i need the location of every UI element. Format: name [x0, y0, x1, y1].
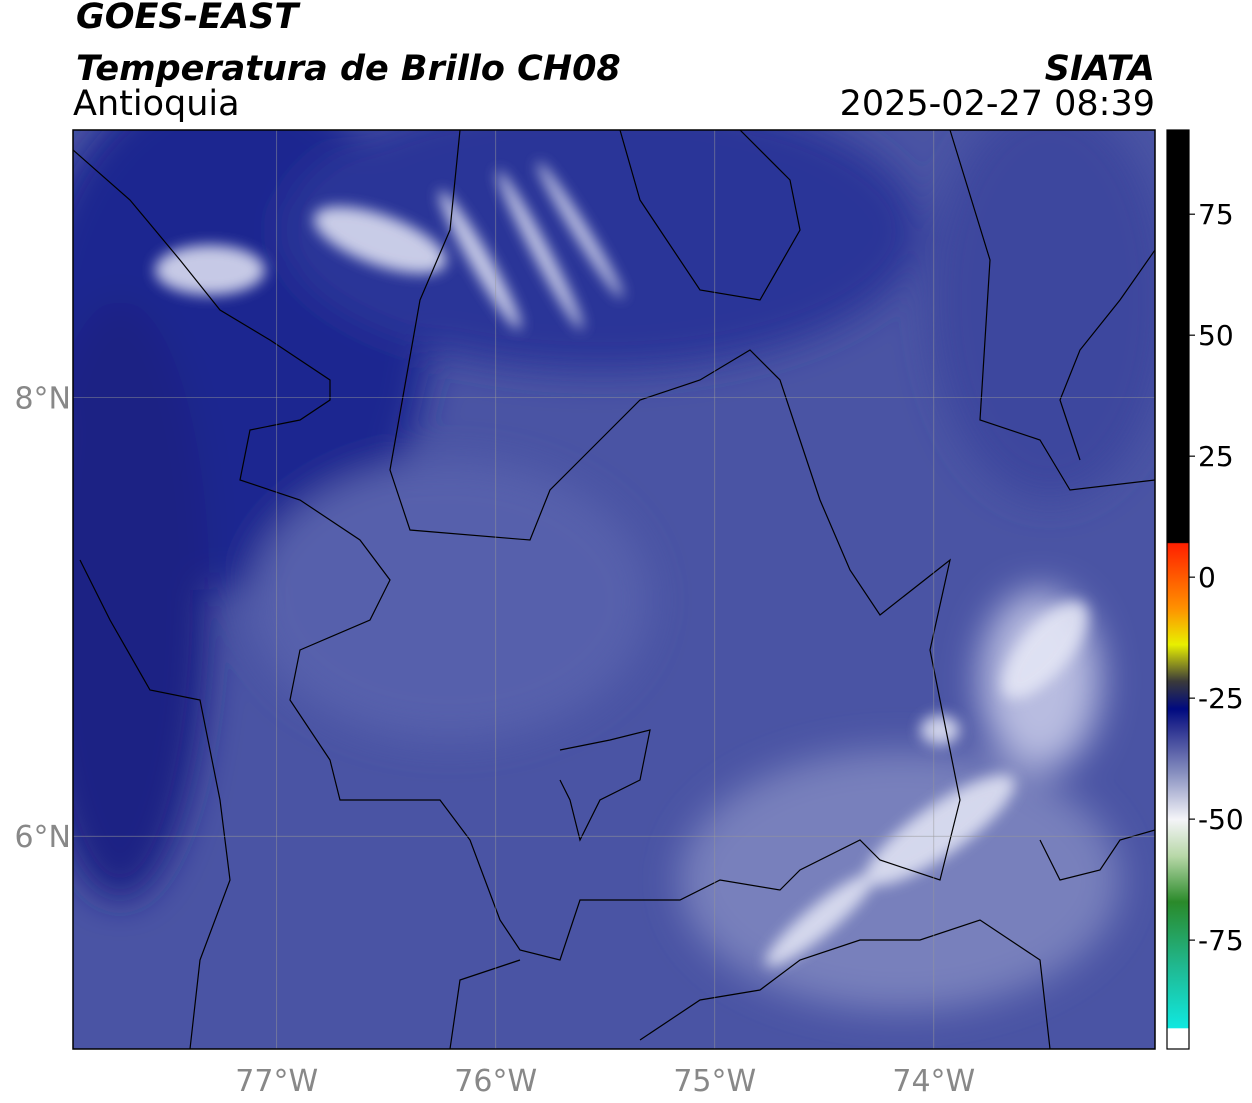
lon-tick-label: 76°W [454, 1064, 537, 1099]
lon-tick-label: 77°W [235, 1064, 318, 1099]
source-title: SIATA [1045, 49, 1155, 89]
colorbar-tick-label: -50 [1198, 803, 1244, 836]
colorbar-tick-label: -25 [1198, 682, 1244, 715]
colorbar-tick-label: 0 [1198, 561, 1216, 594]
lat-tick-label: 6°N [14, 820, 71, 855]
lat-tick-label: 8°N [14, 382, 71, 417]
lon-tick-label: 74°W [892, 1064, 975, 1099]
colorbar-tick-label: 75 [1198, 198, 1234, 231]
colorbar [1166, 129, 1190, 1050]
product-title: Temperatura de Brillo CH08 [76, 49, 621, 89]
colorbar-tick-label: 25 [1198, 440, 1234, 473]
lon-tick-label: 75°W [673, 1064, 756, 1099]
colorbar-tick-label: 50 [1198, 319, 1234, 352]
satellite-title: GOES-EAST [76, 0, 301, 37]
datetime-title: 2025-02-27 08:39 [840, 84, 1155, 124]
region-title: Antioquia [73, 84, 240, 124]
colorbar-tick-label: -75 [1198, 924, 1244, 957]
map-frame [72, 129, 1156, 1050]
map-image [73, 130, 1155, 1049]
